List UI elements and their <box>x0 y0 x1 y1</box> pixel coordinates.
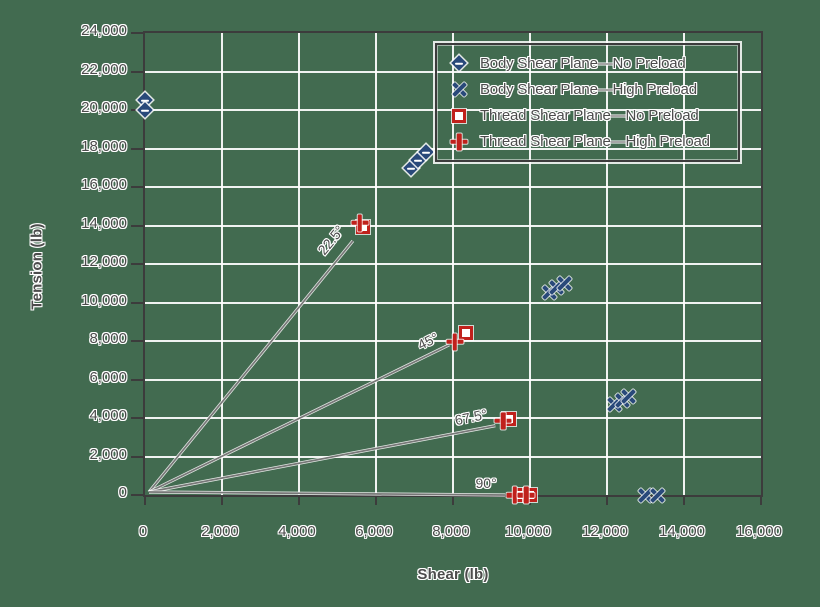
y-tick-label: 8,000 <box>89 330 127 347</box>
gridline-horizontal <box>145 224 761 227</box>
x-marker <box>557 276 572 291</box>
angle-line <box>148 424 496 493</box>
gridline-horizontal <box>145 263 761 265</box>
gridline-horizontal <box>145 417 761 419</box>
angle-line <box>148 491 505 496</box>
legend: Body Shear Plane—No Preload Body Shear Pl… <box>433 41 742 164</box>
angle-guide-lines <box>147 239 505 497</box>
plus-icon <box>451 134 467 150</box>
x-tick-label: 12,000 <box>582 523 628 540</box>
y-axis-tick <box>131 301 143 304</box>
x-axis-tick <box>375 495 377 505</box>
x-axis-tick <box>221 495 223 505</box>
gridline-horizontal <box>145 186 761 188</box>
x-axis-tick <box>683 495 685 505</box>
y-tick-label: 4,000 <box>89 407 127 424</box>
angle-line <box>148 344 450 493</box>
y-axis-title: Tension (lb) <box>28 223 46 310</box>
x-tick-label: 14,000 <box>659 523 705 540</box>
x-tick-label: 16,000 <box>736 523 782 540</box>
x-axis-tick <box>452 495 454 505</box>
legend-item: Thread Shear Plane—No Preload <box>437 106 738 126</box>
y-tick-label: 18,000 <box>81 137 127 155</box>
x-axis-tick <box>606 495 608 505</box>
y-axis-tick <box>131 494 143 496</box>
y-axis-tick <box>131 340 143 342</box>
x-tick-label: 4,000 <box>278 523 316 540</box>
square-legend-icon <box>447 106 471 126</box>
x-tick-label: 0 <box>138 523 148 540</box>
y-tick-label: 14,000 <box>81 214 127 232</box>
diamond-legend-icon <box>447 53 471 73</box>
legend-item-label: Thread Shear Plane—No Preload <box>480 107 699 125</box>
gridline-horizontal <box>145 70 761 73</box>
x-tick-label: 8,000 <box>432 523 470 540</box>
y-tick-label: 6,000 <box>89 368 127 386</box>
legend-item-label: Thread Shear Plane—High Preload <box>480 133 710 151</box>
y-axis-tick <box>131 378 143 381</box>
legend-item-label: Body Shear Plane—No Preload <box>480 54 686 72</box>
y-axis-tick <box>131 417 143 419</box>
y-tick-label: 20,000 <box>81 99 127 116</box>
legend-item: Thread Shear Plane—High Preload <box>437 132 738 152</box>
x-axis-tick <box>298 495 300 505</box>
gridline-horizontal <box>145 301 761 304</box>
x-tick-label: 10,000 <box>505 523 551 540</box>
angle-line <box>148 240 354 493</box>
y-tick-label: 22,000 <box>81 60 127 78</box>
gridline-horizontal <box>145 455 761 458</box>
x-marker <box>650 488 665 503</box>
plus-legend-icon <box>447 132 471 152</box>
plus-marker <box>518 487 534 503</box>
gridline-horizontal <box>145 378 761 381</box>
y-axis-tick <box>131 224 143 227</box>
plus-marker <box>352 215 368 231</box>
y-axis-tick <box>131 70 143 73</box>
plus-marker <box>495 413 511 429</box>
x-icon <box>452 82 467 97</box>
y-axis-tick <box>131 455 143 458</box>
y-axis-tick <box>131 147 143 150</box>
diamond-icon <box>451 55 467 71</box>
y-tick-label: 0 <box>118 484 127 501</box>
y-tick-label: 10,000 <box>81 291 127 309</box>
x-tick-label: 2,000 <box>201 523 239 540</box>
y-axis-tick <box>131 32 143 34</box>
x-tick-label: 6,000 <box>355 523 393 540</box>
y-tick-label: 2,000 <box>89 445 127 463</box>
square-icon <box>452 108 466 123</box>
legend-item-label: Body Shear Plane—High Preload <box>480 80 697 98</box>
y-axis-tick <box>131 186 143 188</box>
x-legend-icon <box>447 79 471 99</box>
angle-label: 90° <box>475 475 497 492</box>
x-axis-tick <box>760 495 762 505</box>
plus-marker <box>447 334 463 350</box>
legend-item: Body Shear Plane—High Preload <box>437 79 738 99</box>
y-tick-label: 24,000 <box>81 22 127 39</box>
x-marker <box>621 389 636 404</box>
x-axis-tick <box>144 495 146 505</box>
plot-area: 22.5° 45° 67.5° 90° <box>131 31 763 505</box>
y-tick-label: 16,000 <box>81 176 127 193</box>
x-axis-title: Shear (lb) <box>417 566 489 583</box>
y-axis-tick <box>131 263 143 265</box>
legend-item: Body Shear Plane—No Preload <box>437 53 738 73</box>
y-tick-label: 12,000 <box>81 253 127 270</box>
